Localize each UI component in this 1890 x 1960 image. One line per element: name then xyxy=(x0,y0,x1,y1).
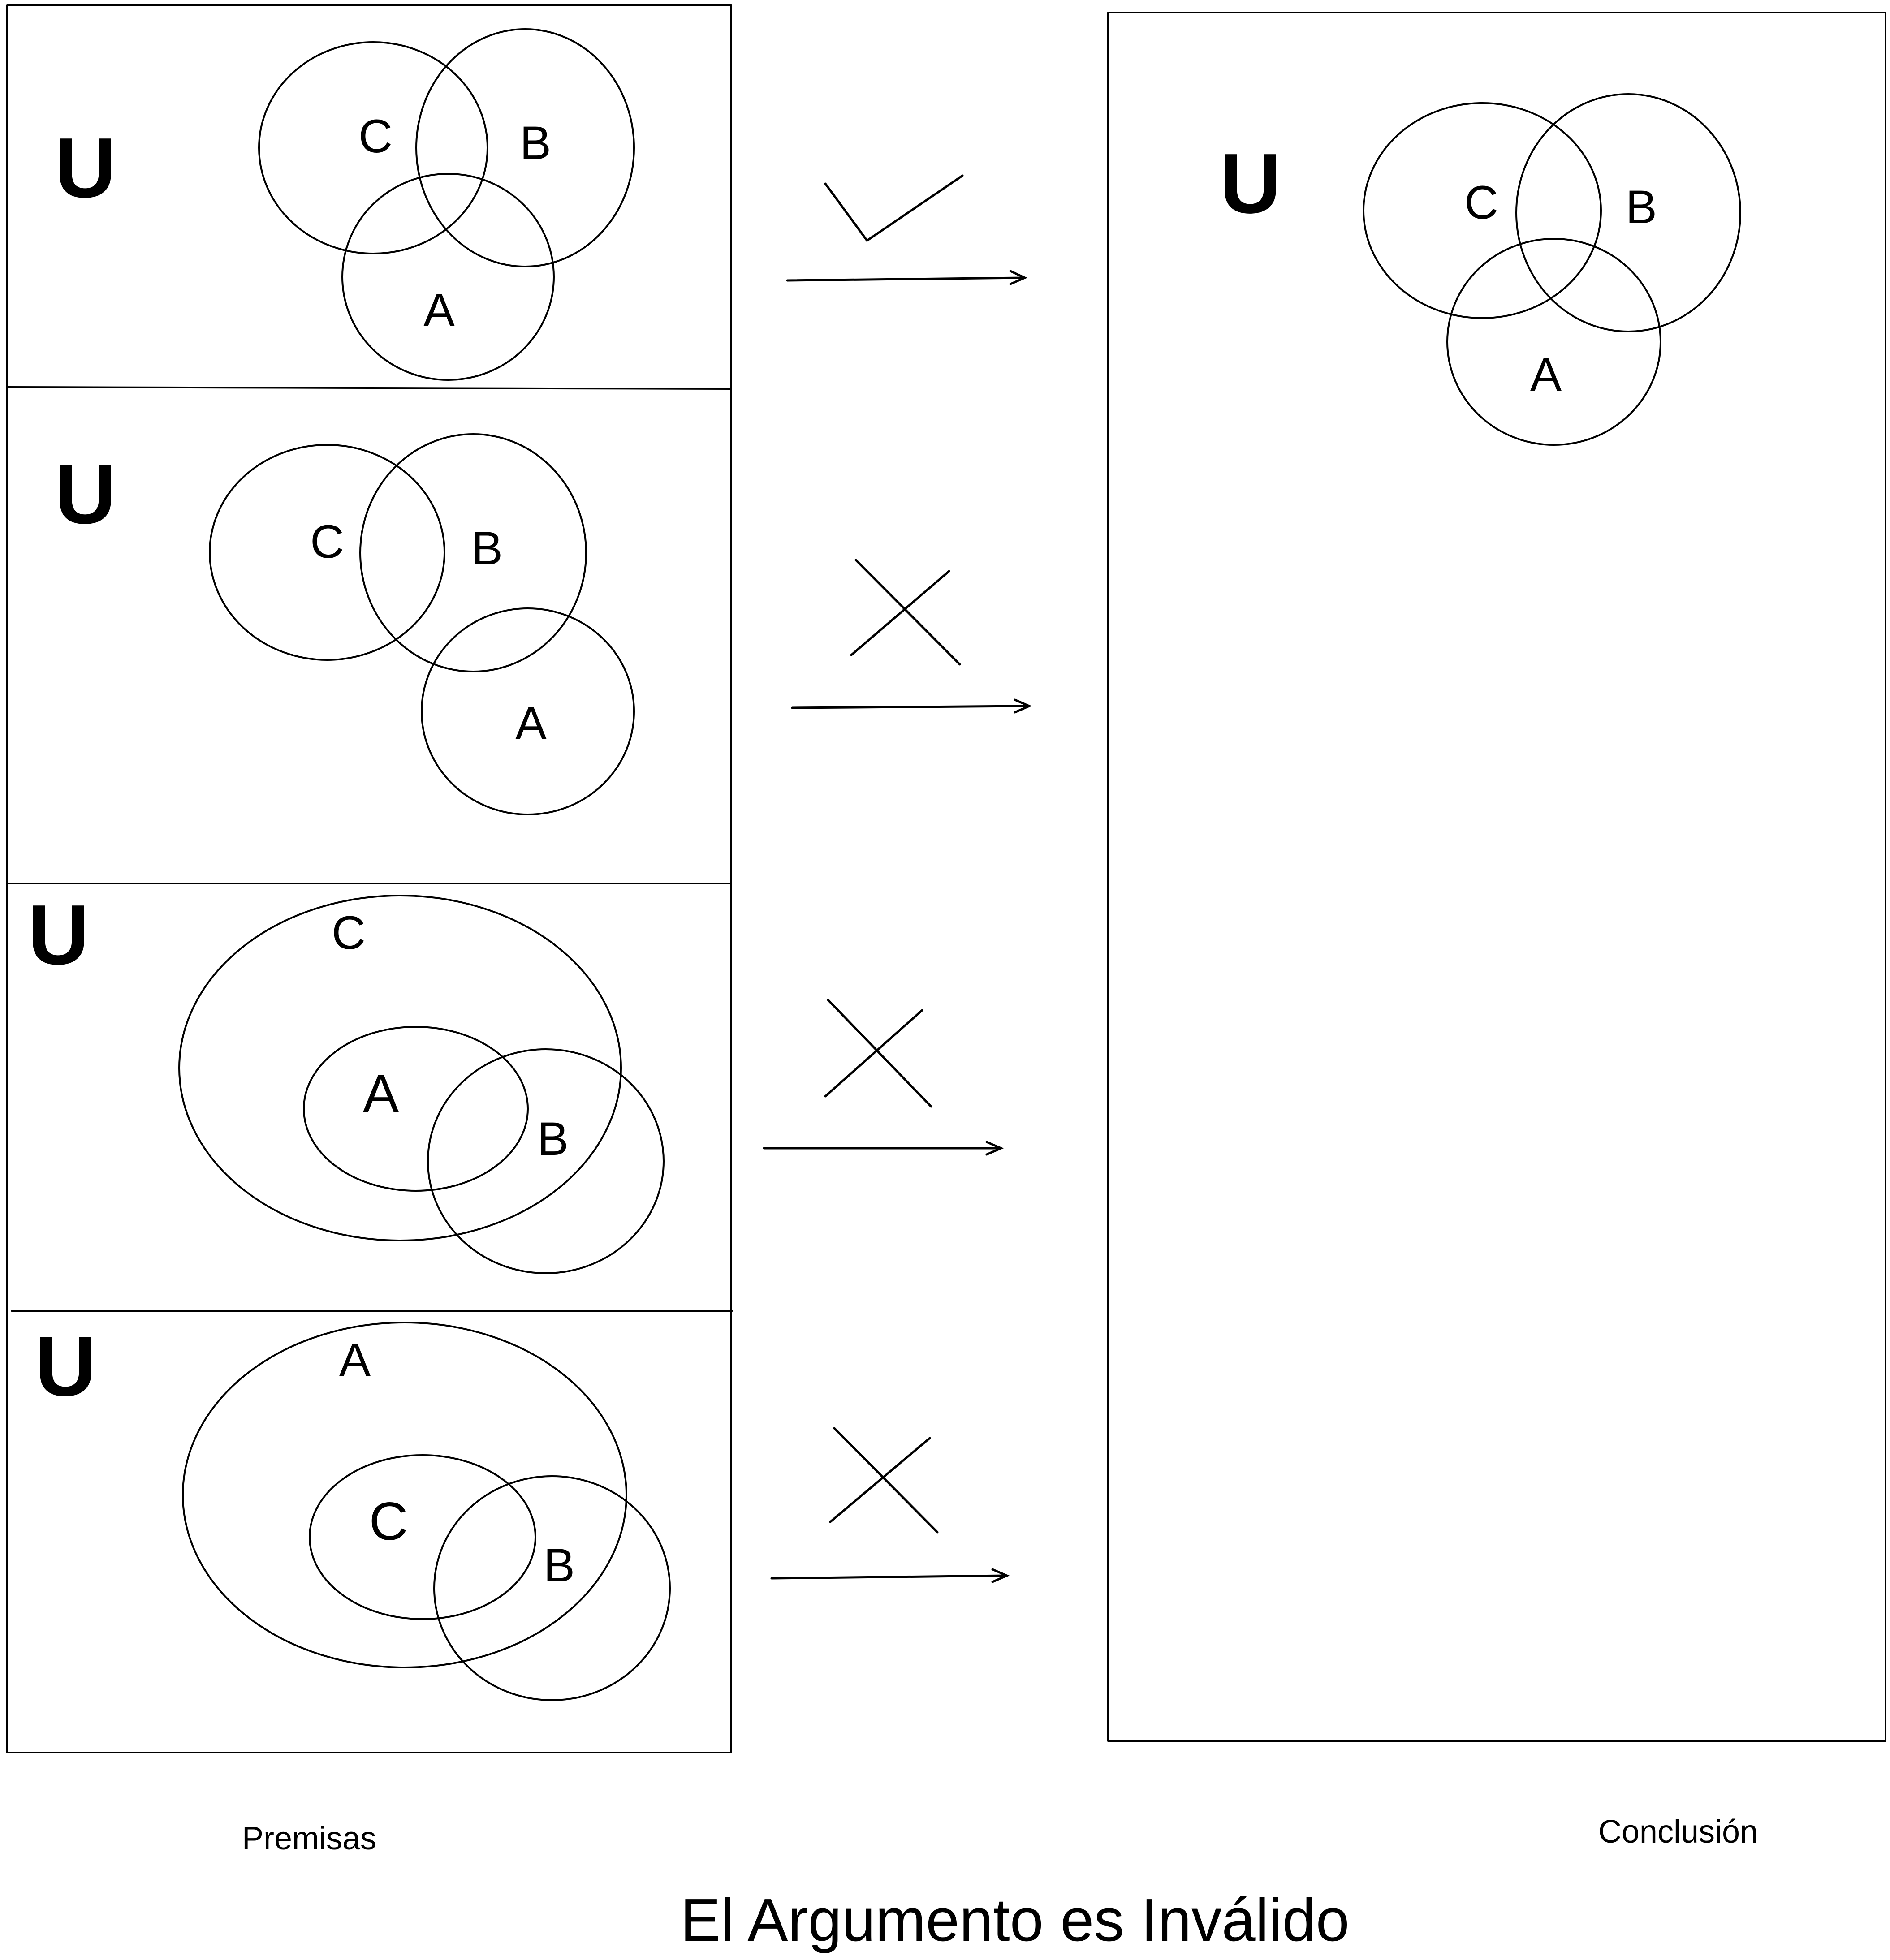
set-label: A xyxy=(423,284,455,336)
cross-mark xyxy=(851,560,960,664)
conclusion-diagram: U C B A xyxy=(1220,94,1740,445)
universe-label: U xyxy=(28,887,89,982)
premise-1: U C B A xyxy=(55,29,634,380)
set-label: A xyxy=(1530,349,1562,401)
set-label: C xyxy=(1464,177,1498,229)
set-label: B xyxy=(537,1113,569,1165)
arrow xyxy=(772,1569,1007,1582)
verdict-text: El Argumento es Inválido xyxy=(680,1886,1349,1954)
arrow xyxy=(787,271,1025,284)
set-label: A xyxy=(339,1334,371,1386)
premises-caption: Premisas xyxy=(242,1821,376,1857)
universe-label: U xyxy=(35,1319,96,1414)
universe-label: U xyxy=(55,447,116,542)
set-label: C xyxy=(369,1491,408,1551)
conclusion-caption: Conclusión xyxy=(1598,1814,1758,1850)
universe-label: U xyxy=(55,121,116,215)
venn-circle xyxy=(304,1027,528,1191)
premise-2: U C B A xyxy=(55,434,634,814)
set-label: B xyxy=(1626,181,1657,233)
set-label: B xyxy=(471,522,503,575)
premise-3: U C A B xyxy=(28,887,664,1273)
premises-frame xyxy=(7,5,731,1753)
premise-divider xyxy=(7,387,731,389)
venn-circle xyxy=(342,174,554,380)
arrow xyxy=(764,1142,1001,1154)
venn-circle xyxy=(1447,239,1661,445)
universe-label: U xyxy=(1220,136,1281,231)
premise-4: U A C B xyxy=(35,1319,670,1700)
check-mark xyxy=(825,176,962,241)
venn-circle xyxy=(310,1455,535,1619)
set-label: A xyxy=(515,697,547,750)
set-label: A xyxy=(363,1064,399,1124)
set-label: C xyxy=(358,110,393,163)
cross-mark xyxy=(830,1428,937,1532)
venn-circle xyxy=(179,896,621,1241)
arrow xyxy=(792,700,1029,712)
set-label: B xyxy=(544,1539,575,1592)
conclusion-frame xyxy=(1108,13,1886,1741)
cross-mark xyxy=(825,1000,931,1107)
set-label: C xyxy=(310,516,344,568)
set-label: C xyxy=(332,907,366,959)
set-label: B xyxy=(520,117,551,169)
